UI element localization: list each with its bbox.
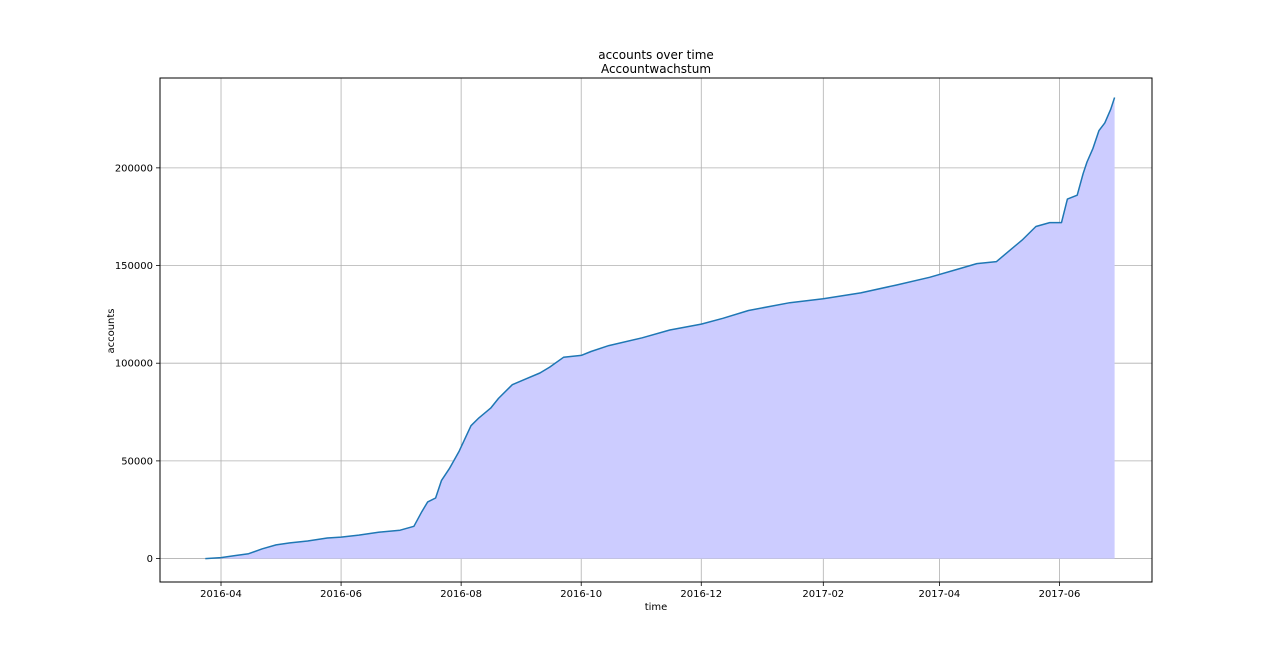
x-tick-label: 2017-06 (1039, 589, 1081, 600)
y-axis-ticks: 0 50000 100000 150000 200000 (115, 163, 160, 565)
x-tick-label: 2016-06 (320, 589, 362, 600)
chart-subtitle: Accountwachstum (601, 62, 711, 76)
y-tick-label: 0 (147, 554, 153, 565)
area-fill (205, 97, 1115, 559)
x-tick-label: 2016-10 (560, 589, 602, 600)
x-tick-label: 2017-02 (802, 589, 844, 600)
x-tick-label: 2016-08 (440, 589, 482, 600)
y-tick-label: 100000 (115, 359, 153, 370)
x-axis-ticks: 2016-04 2016-06 2016-08 2016-10 2016-12 2017-… (200, 582, 1080, 600)
axes-frame (159, 77, 1153, 583)
y-tick-label: 50000 (121, 456, 153, 467)
x-tick-label: 2016-04 (200, 589, 242, 600)
chart-title: accounts over time (598, 48, 714, 62)
y-axis-label: accounts (106, 308, 117, 353)
accounts-series-line (205, 97, 1116, 560)
x-tick-label: 2016-12 (680, 589, 722, 600)
y-tick-label: 200000 (115, 163, 153, 174)
plot-area (205, 97, 1116, 560)
y-tick-label: 150000 (115, 261, 153, 272)
x-tick-label: 2017-04 (919, 589, 961, 600)
x-axis-label: time (645, 602, 668, 613)
